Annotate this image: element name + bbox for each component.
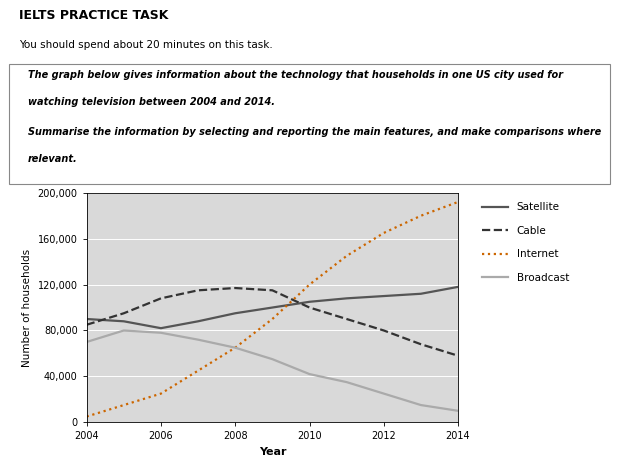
Text: IELTS PRACTICE TASK: IELTS PRACTICE TASK	[19, 9, 168, 22]
Text: watching television between 2004 and 2014.: watching television between 2004 and 201…	[28, 97, 275, 107]
Legend: Satellite, Cable, Internet, Broadcast: Satellite, Cable, Internet, Broadcast	[478, 198, 573, 287]
Text: relevant.: relevant.	[28, 154, 77, 164]
X-axis label: Year: Year	[259, 447, 286, 457]
Text: Summarise the information by selecting and reporting the main features, and make: Summarise the information by selecting a…	[28, 127, 601, 137]
Text: The graph below gives information about the technology that households in one US: The graph below gives information about …	[28, 70, 563, 80]
Y-axis label: Number of households: Number of households	[22, 248, 32, 367]
Text: You should spend about 20 minutes on this task.: You should spend about 20 minutes on thi…	[19, 40, 272, 50]
FancyBboxPatch shape	[9, 64, 610, 184]
